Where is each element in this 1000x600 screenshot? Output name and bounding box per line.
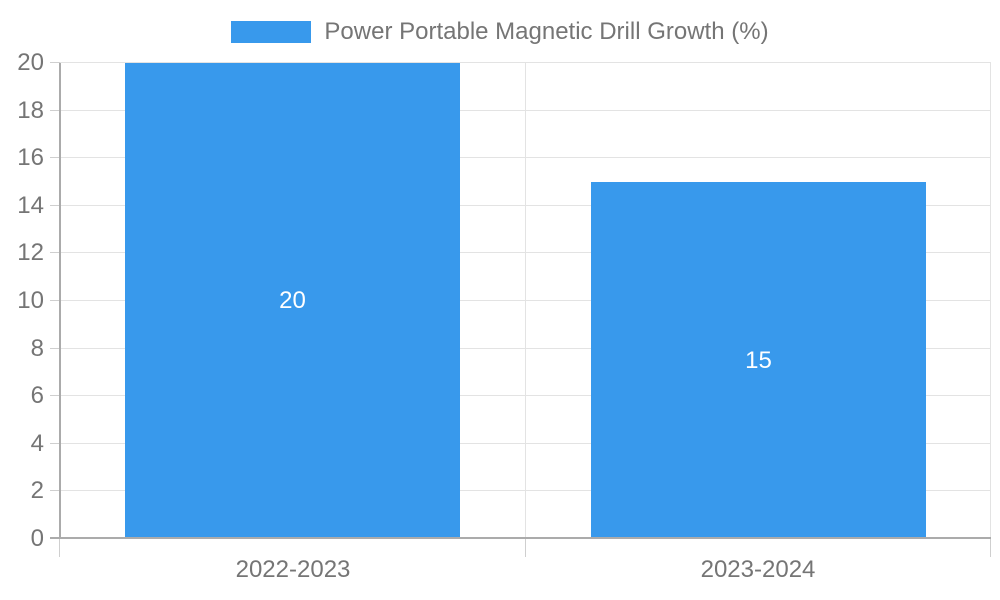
y-axis-tick xyxy=(50,347,60,349)
x-category-label: 2022-2023 xyxy=(235,556,351,583)
y-tick-label: 18 xyxy=(17,96,44,124)
y-axis-line xyxy=(59,63,61,539)
y-axis-tick xyxy=(50,109,60,111)
gridline xyxy=(990,63,991,539)
gridline xyxy=(60,62,991,63)
x-axis-tick xyxy=(59,539,60,557)
y-tick-label: 10 xyxy=(17,287,44,314)
chart-legend[interactable]: Power Portable Magnetic Drill Growth (%) xyxy=(0,20,1000,44)
y-tick-label: 0 xyxy=(30,525,44,552)
y-axis-tick xyxy=(50,204,60,206)
y-tick-label: 2 xyxy=(30,477,44,505)
y-axis-tick xyxy=(50,62,60,63)
y-axis-tick xyxy=(50,252,60,254)
bar: 15 xyxy=(591,182,926,539)
y-axis-tick xyxy=(50,442,60,444)
y-tick-label: 12 xyxy=(17,239,44,267)
x-axis-baseline xyxy=(50,537,991,539)
y-tick-label: 8 xyxy=(30,334,44,362)
legend-swatch-icon xyxy=(231,21,312,43)
y-axis-tick xyxy=(50,490,60,492)
y-tick-label: 16 xyxy=(17,144,44,172)
gridline xyxy=(525,63,526,539)
y-axis-tick xyxy=(50,300,60,301)
bar: 20 xyxy=(125,63,460,539)
bar-value-label: 15 xyxy=(745,347,772,374)
y-axis-tick xyxy=(50,157,60,159)
x-category-label: 2023-2024 xyxy=(700,556,816,583)
y-tick-label: 4 xyxy=(30,429,44,457)
y-tick-label: 6 xyxy=(30,382,44,410)
y-tick-label: 14 xyxy=(17,191,44,219)
x-axis-tick xyxy=(525,539,526,557)
bar-value-label: 20 xyxy=(279,287,306,314)
y-tick-label: 20 xyxy=(17,49,44,76)
legend-label: Power Portable Magnetic Drill Growth (%) xyxy=(324,18,769,45)
x-axis-tick xyxy=(990,539,991,557)
y-axis-tick xyxy=(50,395,60,397)
